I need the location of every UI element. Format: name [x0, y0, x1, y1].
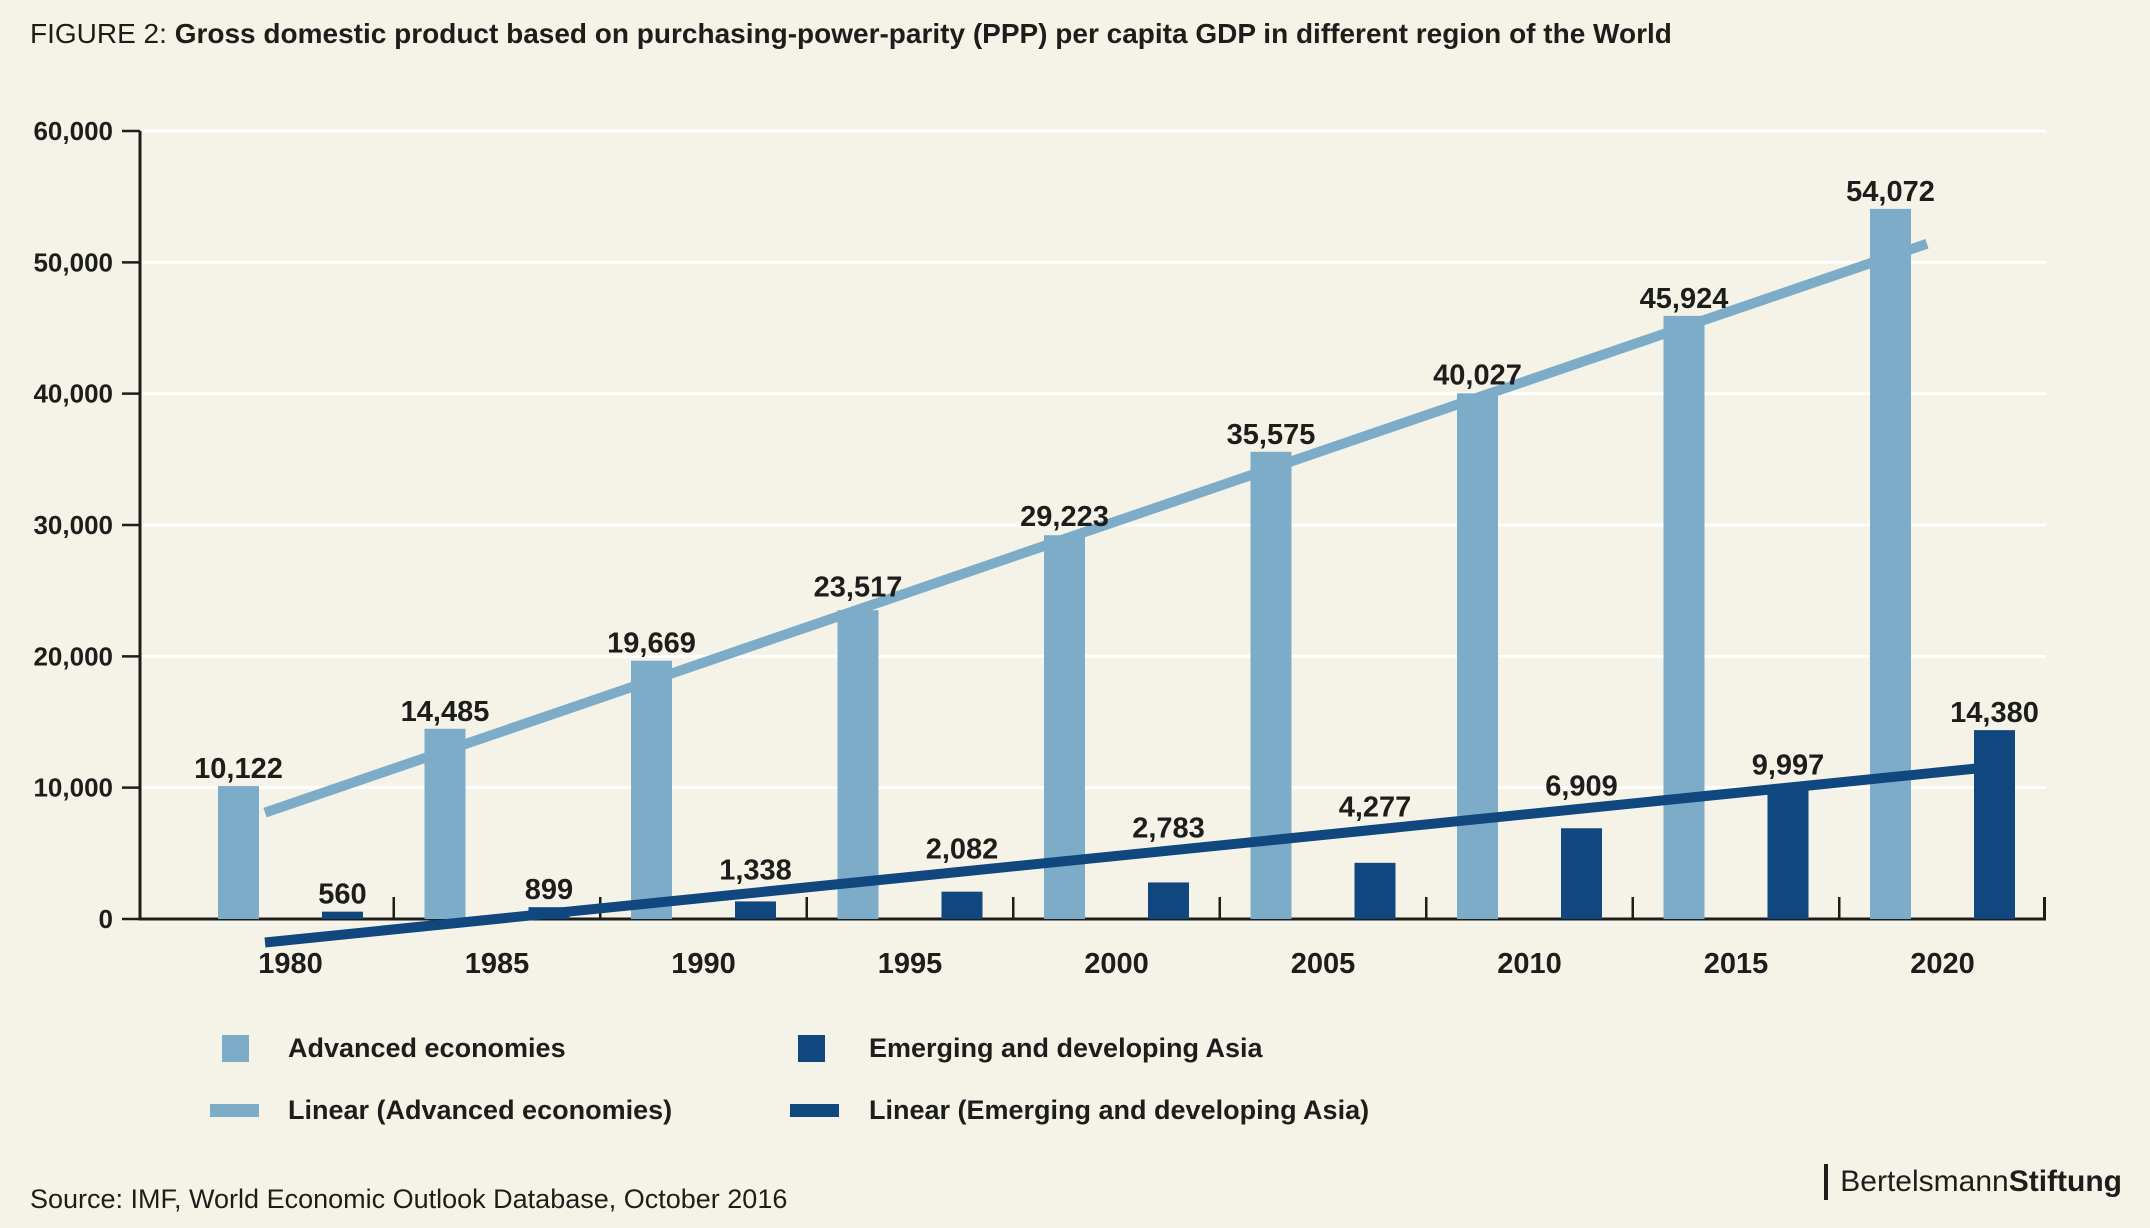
value-label-emerging-1995: 2,082 — [926, 834, 999, 866]
bar-advanced-2010 — [1457, 393, 1498, 919]
value-label-emerging-1980: 560 — [318, 879, 366, 911]
x-axis-label-2020: 2020 — [1910, 948, 1975, 980]
y-axis-label: 40,000 — [33, 379, 113, 409]
bar-emerging-2000 — [1148, 882, 1189, 919]
bar-advanced-1990 — [631, 660, 672, 919]
value-label-emerging-2020: 14,380 — [1950, 697, 2039, 729]
legend-item-emerging: Emerging and developing Asia — [798, 1033, 1263, 1064]
value-label-advanced-1995: 23,517 — [814, 572, 903, 604]
x-axis-label-2015: 2015 — [1704, 948, 1769, 980]
bar-emerging-1980 — [322, 911, 363, 919]
bar-emerging-1990 — [735, 901, 776, 919]
x-axis-label-1995: 1995 — [878, 948, 943, 980]
x-axis-label-2005: 2005 — [1291, 948, 1356, 980]
bar-advanced-1995 — [837, 610, 879, 919]
x-axis-label-1990: 1990 — [671, 948, 736, 980]
logo-bar-icon — [1824, 1164, 1829, 1200]
value-label-emerging-2000: 2,783 — [1132, 813, 1205, 845]
bertelsmann-stiftung-logo: Bertelsmann Stiftung — [1824, 1164, 2122, 1200]
legend-swatch-advanced-square — [222, 1035, 249, 1062]
bar-advanced-1980 — [218, 786, 259, 919]
value-label-emerging-1985: 899 — [525, 874, 573, 906]
bar-emerging-1985 — [528, 907, 570, 919]
bar-emerging-2005 — [1354, 862, 1396, 919]
value-label-advanced-1990: 19,669 — [607, 628, 696, 660]
legend-item-advanced: Advanced economies — [222, 1033, 566, 1064]
value-label-advanced-2010: 40,027 — [1433, 360, 1522, 392]
y-axis-label: 10,000 — [33, 773, 113, 803]
legend-swatch-emerging-line — [790, 1104, 839, 1117]
bar-advanced-1985 — [424, 728, 466, 919]
bar-emerging-1995 — [941, 891, 983, 919]
y-axis-label: 0 — [99, 904, 113, 934]
legend-label: Advanced economies — [288, 1033, 566, 1063]
trendline-advanced — [263, 239, 1929, 818]
logo-suffix: Stiftung — [2008, 1165, 2122, 1198]
y-axis-label: 60,000 — [33, 116, 113, 146]
value-label-emerging-2010: 6,909 — [1545, 771, 1618, 803]
x-axis-label-2010: 2010 — [1497, 948, 1562, 980]
logo-prefix: Bertelsmann — [1840, 1165, 2009, 1198]
legend-swatch-emerging-square — [798, 1035, 825, 1062]
figure-title: FIGURE 2: Gross domestic product based o… — [30, 18, 1672, 50]
bar-advanced-2020 — [1870, 208, 1911, 920]
x-axis-label-2000: 2000 — [1084, 948, 1149, 980]
source-note: Source: IMF, World Economic Outlook Data… — [30, 1184, 788, 1214]
legend-label: Emerging and developing Asia — [869, 1033, 1263, 1063]
legend-label: Linear (Advanced economies) — [288, 1095, 673, 1125]
value-label-advanced-2000: 29,223 — [1020, 501, 1109, 533]
value-label-emerging-2015: 9,997 — [1752, 750, 1825, 782]
x-axis-label-1985: 1985 — [465, 948, 530, 980]
value-label-advanced-2005: 35,575 — [1227, 419, 1316, 451]
value-label-advanced-2020: 54,072 — [1846, 176, 1935, 208]
y-axis-label: 50,000 — [33, 247, 113, 277]
bar-advanced-2005 — [1250, 451, 1292, 919]
value-label-advanced-1985: 14,485 — [401, 696, 490, 728]
bar-emerging-2010 — [1561, 828, 1602, 919]
bar-emerging-2015 — [1767, 787, 1809, 919]
legend-swatch-advanced-line — [210, 1104, 259, 1117]
value-label-advanced-2015: 45,924 — [1640, 283, 1729, 315]
figure-label: FIGURE 2: — [30, 18, 167, 49]
bar-emerging-2020 — [1974, 730, 2015, 919]
value-label-emerging-2005: 4,277 — [1339, 792, 1412, 824]
figure-title-text: Gross domestic product based on purchasi… — [174, 18, 1672, 49]
value-label-emerging-1990: 1,338 — [719, 855, 792, 887]
bar-advanced-2015 — [1663, 315, 1705, 919]
y-axis-label: 20,000 — [33, 641, 113, 671]
legend-item-linear-emerging: Linear (Emerging and developing Asia) — [790, 1095, 1369, 1126]
value-label-advanced-1980: 10,122 — [194, 753, 283, 785]
y-axis-label: 30,000 — [33, 510, 113, 540]
legend-item-linear-advanced: Linear (Advanced economies) — [210, 1095, 672, 1126]
trendline-emerging — [264, 762, 1991, 948]
x-axis-label-1980: 1980 — [258, 948, 323, 980]
legend-label: Linear (Emerging and developing Asia) — [869, 1095, 1370, 1125]
